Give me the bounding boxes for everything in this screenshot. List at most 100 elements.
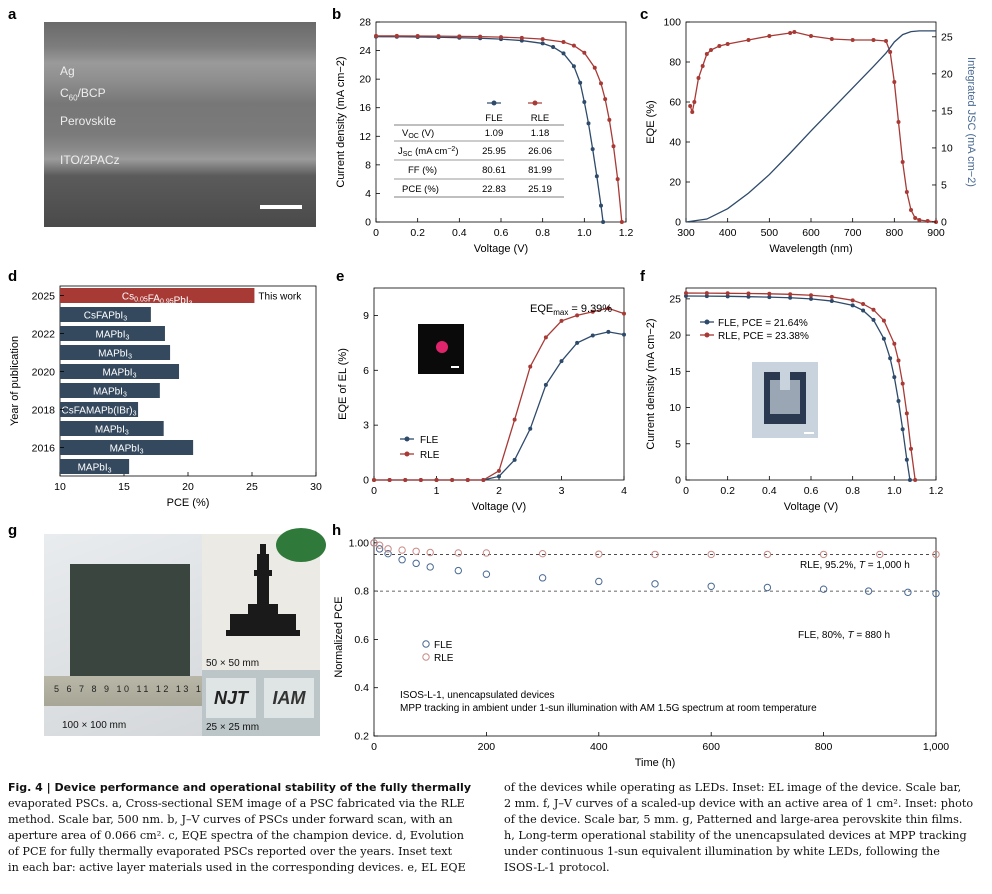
- data-point: [767, 34, 772, 38]
- data-point: [684, 291, 688, 296]
- data-point: [704, 294, 709, 299]
- x-tick-label: 0.2: [410, 227, 425, 239]
- y2-tick-label: 0: [941, 217, 947, 229]
- y-tick-label: 100: [663, 17, 681, 29]
- legend-marker: [704, 332, 710, 338]
- table-cell: 25.19: [528, 184, 552, 195]
- data-point: [540, 41, 545, 46]
- panel-label-f: f: [640, 268, 645, 285]
- data-point: [582, 50, 587, 55]
- data-point: [707, 550, 715, 559]
- table-param-jsc: JSC (mA cm−2): [398, 146, 458, 158]
- data-point: [450, 478, 455, 482]
- bar-label-part: MAPbI: [93, 387, 123, 398]
- x-tick-label: 200: [478, 741, 496, 753]
- data-point: [575, 340, 580, 345]
- x-tick-label: 4: [621, 485, 627, 497]
- data-point: [888, 356, 893, 361]
- y-tick-label: 0: [675, 475, 681, 487]
- y-tick-label: 12: [359, 131, 371, 143]
- data-point: [499, 35, 503, 40]
- table-cell: 80.61: [482, 165, 506, 176]
- data-point: [709, 48, 713, 52]
- data-point: [481, 478, 486, 482]
- bar-label-part: PbI: [174, 296, 189, 307]
- table-param-pce: PCE (%): [402, 184, 439, 195]
- legend-label: FLE, PCE = 21.64%: [718, 318, 808, 329]
- data-point: [559, 359, 564, 364]
- medium-film-photo: 50 × 50 mm: [202, 528, 326, 670]
- y-tick-label: 15: [669, 366, 681, 378]
- x-tick-label: 0: [371, 741, 377, 753]
- data-point: [418, 478, 423, 482]
- data-point: [482, 570, 491, 578]
- data-point: [763, 583, 772, 592]
- data-point: [861, 301, 866, 306]
- caption-line: under continuous 1-sun equivalent illumi…: [504, 845, 940, 858]
- bar-label-part: 3: [133, 373, 137, 380]
- data-point: [688, 104, 693, 108]
- ruler: 5 6 7 8 9 10 11 12 13 14 15 16 17: [44, 676, 268, 706]
- data-point: [684, 293, 688, 298]
- y-tick-label: 20: [669, 330, 681, 342]
- data-point: [582, 100, 587, 104]
- x-tick-label: 800: [886, 227, 904, 239]
- data-point: [611, 144, 616, 149]
- size-label-small: 25 × 25 mm: [206, 722, 260, 733]
- data-point: [864, 587, 873, 595]
- y-axis-label: EQE (%): [645, 100, 657, 143]
- x-tick-label: 2: [496, 485, 502, 497]
- data-point: [829, 37, 834, 41]
- bar-label-part: MAPbI: [96, 330, 126, 341]
- panel-label-a: a: [8, 6, 17, 23]
- data-point: [607, 117, 612, 122]
- sem-layer-label: Ag: [60, 64, 75, 78]
- x-tick-label: 3: [559, 485, 565, 497]
- bar-label-part: 3: [128, 354, 132, 361]
- data-point: [819, 550, 828, 559]
- panel-label-c: c: [640, 6, 649, 23]
- series-line-integrated-jsc: [685, 30, 936, 223]
- data-point: [384, 545, 392, 553]
- data-point: [871, 307, 876, 312]
- y-tick-label: 9: [363, 310, 369, 322]
- stability-note-1: ISOS-L-1, unencapsulated devices: [400, 690, 555, 701]
- figure-caption-col1: Fig. 4 | Device performance and operatio…: [8, 780, 490, 876]
- data-point: [696, 76, 701, 80]
- bar-label-part: CsFAMAPb(IBr): [62, 406, 133, 417]
- data-point: [725, 42, 730, 46]
- eqe-max-annotation: EQEmax = 9.39%: [530, 303, 612, 317]
- data-point: [881, 318, 886, 323]
- y-axis-label: Normalized PCE: [333, 596, 345, 677]
- x-tick-label: 400: [590, 741, 608, 753]
- data-point: [690, 110, 695, 114]
- caption-line: ISOS-L-1 protocol.: [504, 861, 610, 874]
- data-point: [896, 120, 901, 124]
- y-tick-label: 28: [359, 17, 371, 29]
- data-point: [590, 309, 595, 314]
- y-tick-label: 1.00: [349, 537, 370, 549]
- el-image-inset: [418, 324, 464, 374]
- data-point: [538, 549, 547, 558]
- panel-label-h: h: [332, 522, 342, 539]
- table-cell: 1.18: [531, 128, 550, 139]
- data-point: [398, 556, 406, 564]
- large-film-photo: 5 6 7 8 9 10 11 12 13 14 15 16 17 100 × …: [44, 534, 268, 736]
- bar-label-part: Cs: [122, 292, 134, 303]
- data-point: [909, 208, 913, 212]
- caption-line: aperture area of 0.066 cm². c, EQE spect…: [8, 829, 464, 842]
- size-label-medium: 50 × 50 mm: [206, 658, 260, 669]
- data-point: [606, 306, 611, 311]
- data-point: [651, 580, 659, 588]
- x-tick-label: 0.8: [845, 485, 860, 497]
- series-line-EQE: [689, 31, 937, 223]
- x-tick-label: 1.2: [929, 485, 944, 497]
- y-axis-label: Year of publication: [9, 336, 21, 426]
- data-point: [375, 545, 384, 553]
- data-point: [892, 80, 897, 84]
- data-point: [904, 457, 909, 462]
- bar: [60, 459, 130, 474]
- annotation-fle: FLE, 80%, T = 880 h: [798, 630, 890, 641]
- data-point: [571, 64, 576, 69]
- data-point: [881, 336, 886, 341]
